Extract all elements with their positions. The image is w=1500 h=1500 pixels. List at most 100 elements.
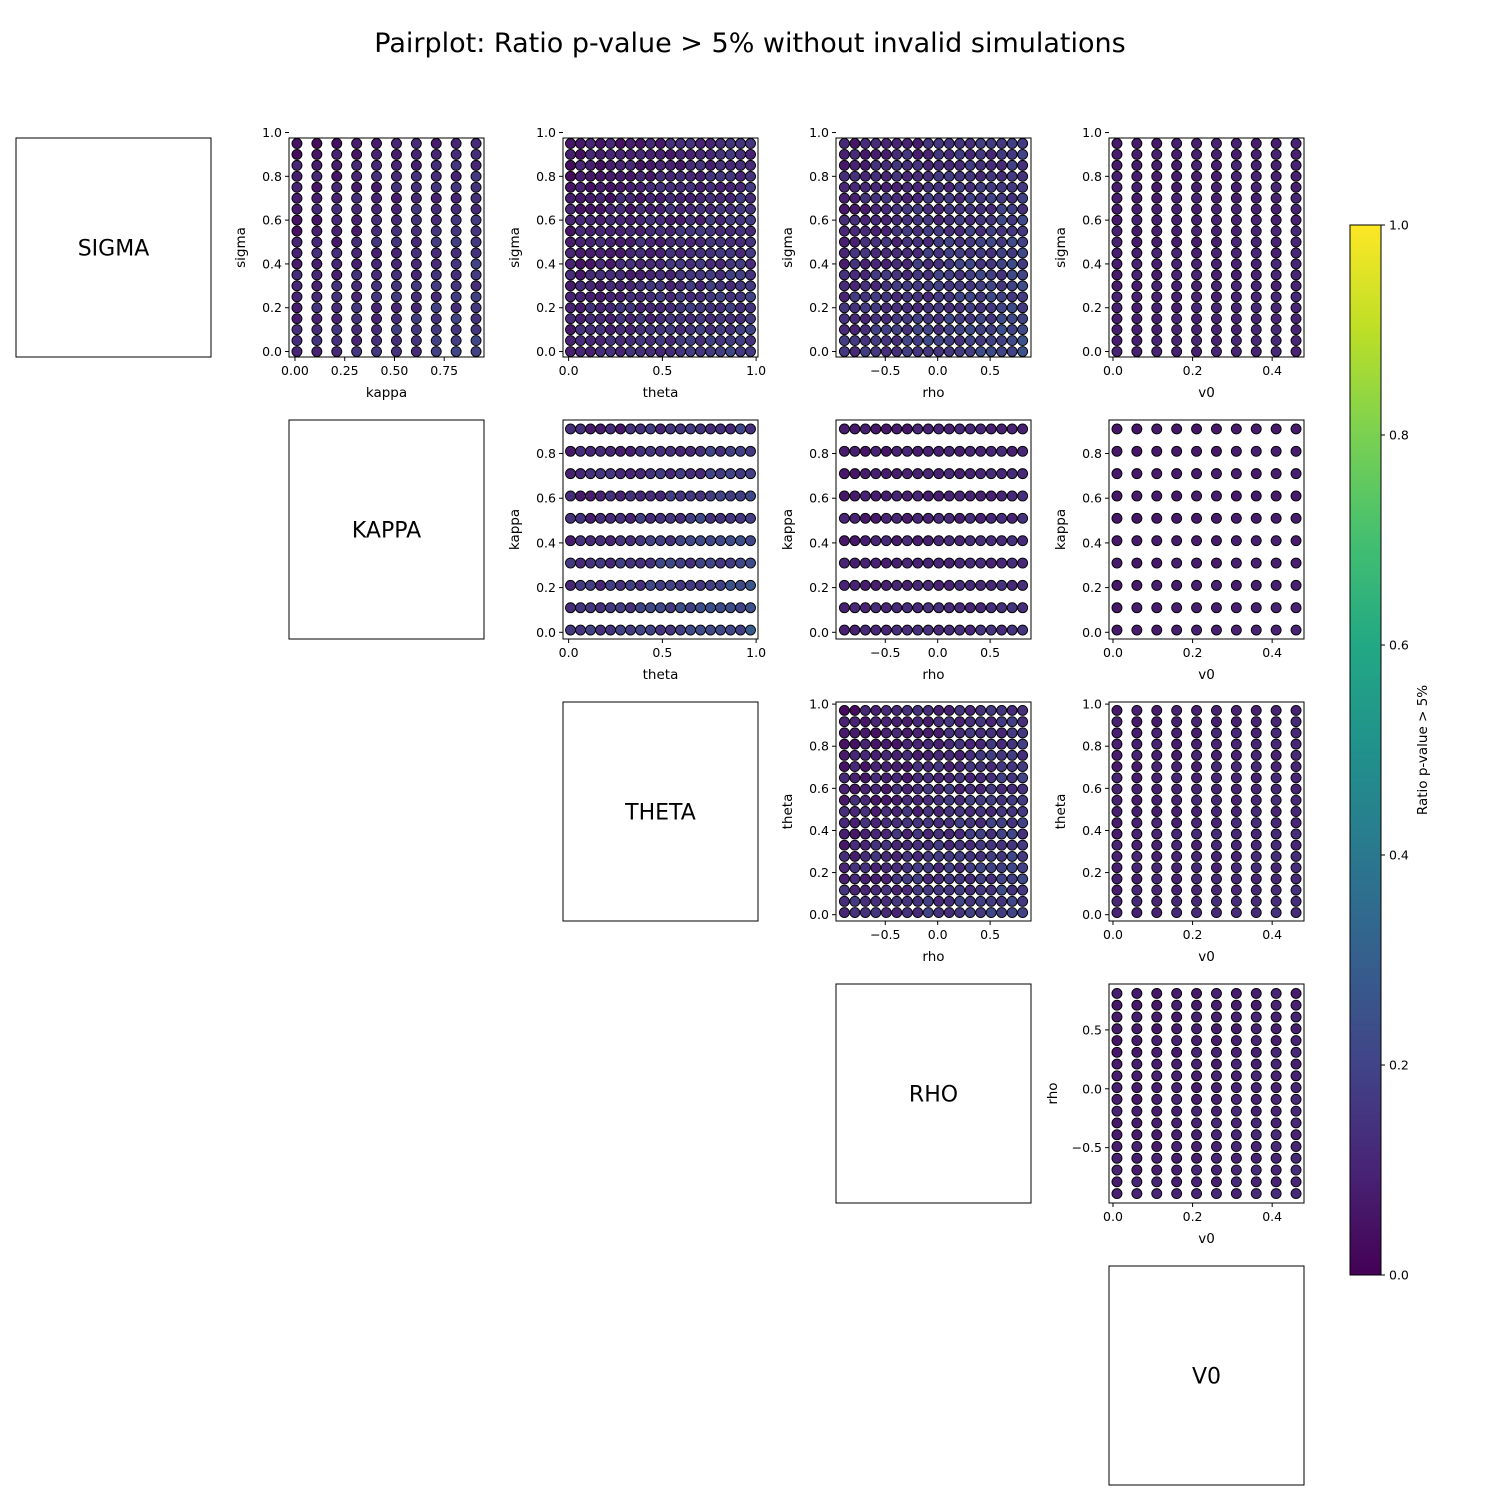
data-point xyxy=(1171,236,1183,248)
data-point xyxy=(675,203,686,215)
diag-panel-rho: RHO xyxy=(835,983,1032,1204)
data-point xyxy=(1270,1093,1282,1105)
data-point xyxy=(1111,423,1123,435)
data-point xyxy=(625,445,636,457)
data-point xyxy=(1171,1023,1183,1035)
data-point xyxy=(585,468,596,480)
data-point xyxy=(901,148,913,160)
data-point xyxy=(943,225,955,237)
data-point xyxy=(585,423,596,435)
data-point xyxy=(735,258,746,270)
data-point xyxy=(1151,1070,1163,1082)
data-point xyxy=(390,291,402,303)
data-point xyxy=(859,335,871,347)
data-point xyxy=(605,579,616,591)
data-point xyxy=(1250,1152,1262,1164)
data-point xyxy=(859,258,871,270)
data-point xyxy=(1210,557,1222,569)
data-point xyxy=(351,203,363,215)
data-point xyxy=(1171,839,1183,851)
data-point xyxy=(645,624,656,636)
data-point xyxy=(1111,1093,1123,1105)
data-point xyxy=(975,346,987,357)
data-point xyxy=(645,181,656,193)
data-point xyxy=(1250,192,1262,204)
data-point xyxy=(891,346,903,357)
data-point xyxy=(1230,557,1242,569)
data-point xyxy=(1210,624,1222,636)
data-point xyxy=(575,181,586,193)
data-point xyxy=(1171,884,1183,896)
data-point xyxy=(964,907,976,919)
data-point xyxy=(1017,247,1029,259)
data-point xyxy=(1111,181,1123,193)
data-point xyxy=(1017,817,1029,829)
data-point xyxy=(996,557,1008,569)
data-point xyxy=(1230,1164,1242,1176)
data-point xyxy=(635,468,646,480)
data-point xyxy=(1250,738,1262,750)
data-point xyxy=(1111,907,1123,919)
data-point xyxy=(410,170,422,182)
data-point xyxy=(745,138,756,149)
data-point xyxy=(1290,170,1302,182)
data-point xyxy=(1290,225,1302,237)
y-tick-label: 0.0 xyxy=(809,625,829,640)
data-point xyxy=(1250,269,1262,281)
data-point xyxy=(912,423,924,435)
data-point xyxy=(1250,727,1262,739)
data-point xyxy=(665,214,676,226)
data-point xyxy=(891,850,903,862)
data-point xyxy=(933,828,945,840)
data-point xyxy=(635,512,646,524)
data-point xyxy=(891,236,903,248)
data-point xyxy=(470,225,482,237)
data-point xyxy=(1250,490,1262,502)
data-point xyxy=(922,839,934,851)
data-point xyxy=(838,159,850,171)
diag-label-kappa: KAPPA xyxy=(352,519,421,544)
data-point xyxy=(943,236,955,248)
data-point xyxy=(838,806,850,817)
data-point xyxy=(922,624,934,636)
data-point xyxy=(1171,806,1183,817)
data-point xyxy=(1191,794,1203,806)
data-point xyxy=(870,749,882,761)
data-point xyxy=(1151,346,1163,357)
data-point xyxy=(996,512,1008,524)
y-tick-label: 0.8 xyxy=(1082,446,1102,461)
data-point xyxy=(725,225,736,237)
data-point xyxy=(975,895,987,907)
data-point xyxy=(891,192,903,204)
data-point xyxy=(625,302,636,314)
data-point xyxy=(695,269,706,281)
data-point xyxy=(975,247,987,259)
data-point xyxy=(331,214,343,226)
data-point xyxy=(1210,1023,1222,1035)
data-point xyxy=(575,313,586,325)
data-point xyxy=(943,794,955,806)
data-point xyxy=(1151,624,1163,636)
data-point xyxy=(901,794,913,806)
data-point xyxy=(1230,181,1242,193)
data-point xyxy=(735,225,746,237)
data-point xyxy=(470,324,482,336)
data-point xyxy=(1250,423,1262,435)
data-point xyxy=(695,203,706,215)
data-point xyxy=(943,148,955,160)
data-point xyxy=(635,346,646,357)
data-point xyxy=(371,181,383,193)
data-point xyxy=(1191,258,1203,270)
data-point xyxy=(705,203,716,215)
data-point xyxy=(1290,192,1302,204)
plot-frame xyxy=(835,137,1032,358)
data-point xyxy=(849,783,861,795)
data-point xyxy=(870,535,882,547)
data-point xyxy=(575,258,586,270)
data-point xyxy=(996,291,1008,303)
data-point xyxy=(715,335,726,347)
data-point xyxy=(901,258,913,270)
data-point xyxy=(964,423,976,435)
data-point xyxy=(985,170,997,182)
data-point xyxy=(1270,423,1282,435)
